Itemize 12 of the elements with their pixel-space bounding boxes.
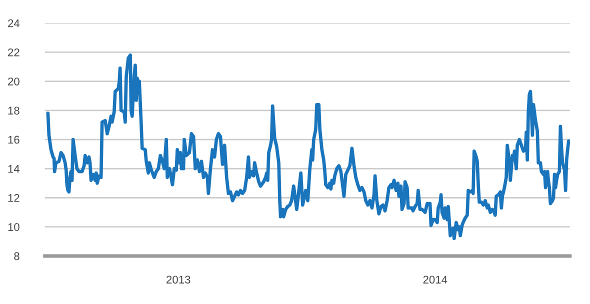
y-tick-label: 18 [8, 106, 20, 115]
y-tick-label: 16 [8, 136, 20, 144]
y-tick-label: 12 [8, 194, 20, 202]
y-tick-label: 22 [8, 48, 20, 56]
line-series [46, 53, 570, 240]
y-tick-label: 8 [14, 252, 20, 260]
x-tick-label: 2014 [423, 276, 448, 284]
y-tick-label: 10 [8, 223, 20, 231]
x-tick-label: 2013 [166, 276, 190, 284]
y-tick-label: 14 [8, 165, 20, 173]
y-tick-label: 20 [8, 78, 20, 86]
y-tick-label: 24 [8, 19, 20, 28]
